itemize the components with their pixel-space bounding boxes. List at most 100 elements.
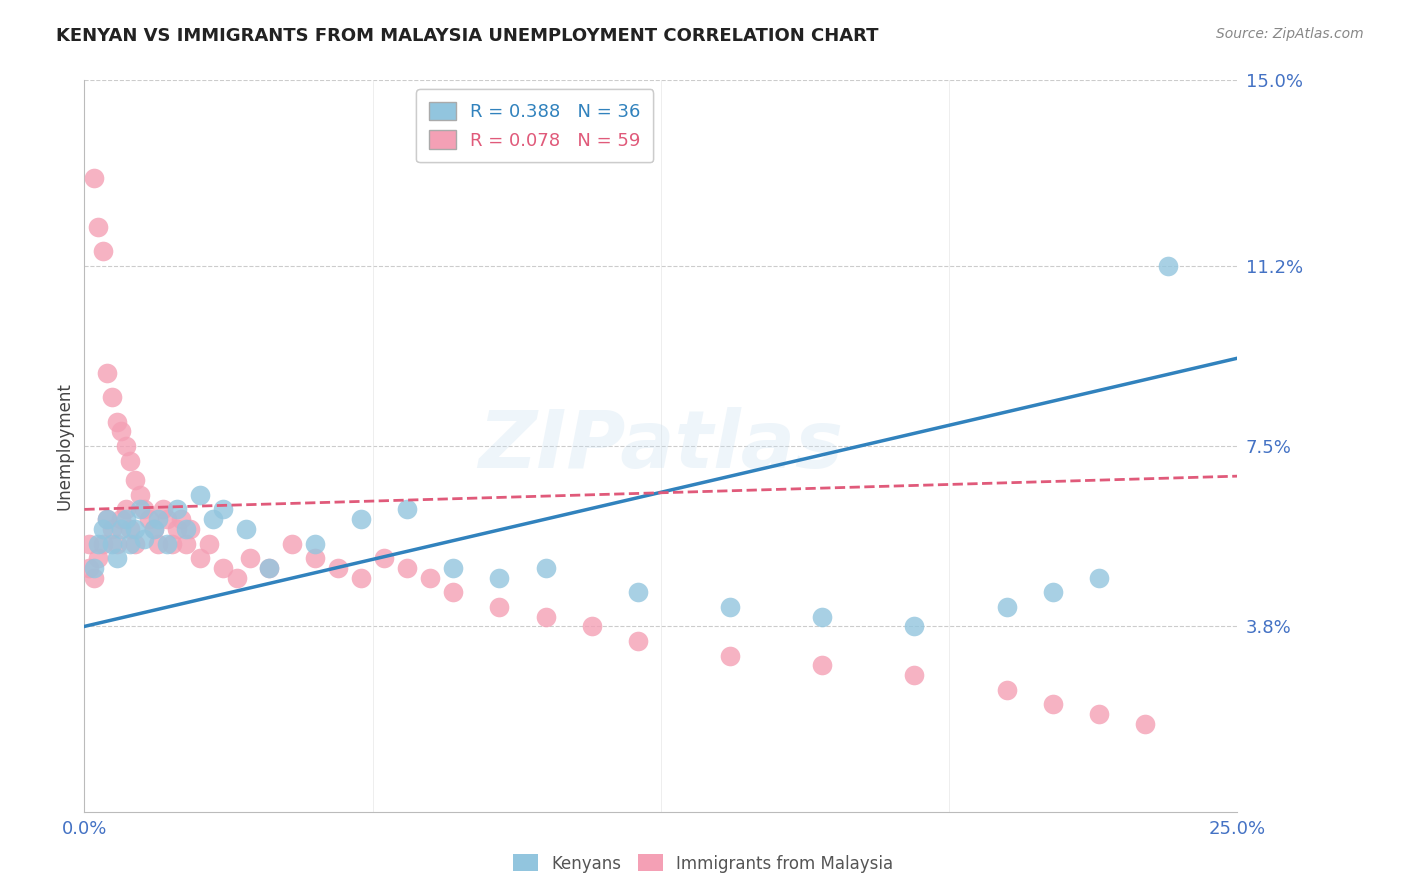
Point [128, 502, 150, 516]
Point [156, 512, 179, 526]
Point [96, 366, 118, 380]
Point [534, 609, 557, 624]
Point [627, 585, 650, 599]
Point [105, 536, 128, 550]
Point [77, 536, 100, 550]
Point [811, 609, 834, 624]
Text: KENYAN VS IMMIGRANTS FROM MALAYSIA UNEMPLOYMENT CORRELATION CHART: KENYAN VS IMMIGRANTS FROM MALAYSIA UNEMP… [56, 27, 879, 45]
Point [124, 536, 146, 550]
Y-axis label: Unemployment: Unemployment [55, 382, 73, 510]
Legend: R = 0.388   N = 36, R = 0.078   N = 59: R = 0.388 N = 36, R = 0.078 N = 59 [416, 89, 654, 162]
Point [142, 522, 165, 536]
Text: ZIPatlas: ZIPatlas [478, 407, 844, 485]
Point [142, 522, 165, 536]
Point [211, 561, 233, 575]
Point [350, 512, 373, 526]
Point [138, 512, 160, 526]
Point [166, 502, 188, 516]
Point [156, 536, 179, 550]
Point [326, 561, 349, 575]
Point [101, 390, 124, 404]
Point [257, 561, 280, 575]
Point [188, 551, 211, 566]
Point [174, 536, 197, 550]
Point [87, 219, 110, 234]
Point [77, 561, 100, 575]
Point [1088, 707, 1111, 722]
Point [1088, 571, 1111, 585]
Point [105, 415, 128, 429]
Point [91, 522, 114, 536]
Point [105, 551, 128, 566]
Point [903, 619, 925, 633]
Point [110, 522, 132, 536]
Point [1133, 717, 1156, 731]
Point [811, 658, 834, 673]
Point [350, 571, 373, 585]
Point [115, 512, 138, 526]
Point [134, 532, 156, 546]
Point [1157, 259, 1180, 273]
Point [995, 599, 1018, 614]
Point [110, 512, 132, 526]
Point [995, 682, 1018, 697]
Point [170, 512, 193, 526]
Point [83, 170, 105, 185]
Point [96, 512, 118, 526]
Point [134, 502, 156, 516]
Point [174, 522, 197, 536]
Point [1042, 698, 1064, 712]
Point [91, 244, 114, 258]
Point [120, 453, 142, 467]
Point [198, 536, 221, 550]
Point [903, 668, 925, 682]
Point [257, 561, 280, 575]
Point [396, 502, 419, 516]
Legend: Kenyans, Immigrants from Malaysia: Kenyans, Immigrants from Malaysia [506, 847, 900, 880]
Point [235, 522, 257, 536]
Point [534, 561, 557, 575]
Point [152, 502, 174, 516]
Point [225, 571, 247, 585]
Point [101, 522, 124, 536]
Point [179, 522, 201, 536]
Point [202, 512, 225, 526]
Point [419, 571, 441, 585]
Point [146, 512, 169, 526]
Point [373, 551, 395, 566]
Point [146, 536, 169, 550]
Point [115, 439, 138, 453]
Point [1042, 585, 1064, 599]
Point [211, 502, 233, 516]
Point [166, 522, 188, 536]
Point [304, 536, 326, 550]
Point [488, 599, 510, 614]
Point [124, 522, 146, 536]
Point [83, 571, 105, 585]
Point [120, 522, 142, 536]
Point [239, 551, 262, 566]
Point [110, 425, 132, 439]
Point [627, 634, 650, 648]
Point [441, 561, 464, 575]
Point [128, 488, 150, 502]
Point [718, 599, 741, 614]
Point [396, 561, 419, 575]
Text: Source: ZipAtlas.com: Source: ZipAtlas.com [1216, 27, 1364, 41]
Point [718, 648, 741, 663]
Point [87, 551, 110, 566]
Point [488, 571, 510, 585]
Point [87, 536, 110, 550]
Point [441, 585, 464, 599]
Point [188, 488, 211, 502]
Point [83, 561, 105, 575]
Point [96, 512, 118, 526]
Point [91, 536, 114, 550]
Point [101, 536, 124, 550]
Point [160, 536, 183, 550]
Point [304, 551, 326, 566]
Point [281, 536, 304, 550]
Point [115, 502, 138, 516]
Point [124, 473, 146, 487]
Point [581, 619, 603, 633]
